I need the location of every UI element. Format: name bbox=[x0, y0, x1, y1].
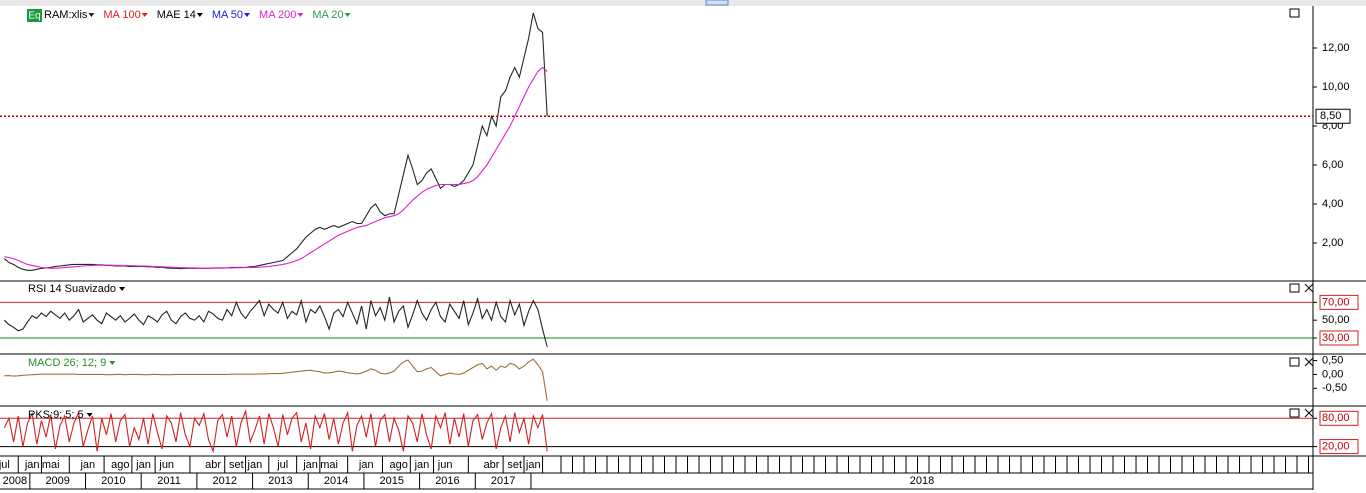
dropdown-arrow bbox=[244, 13, 251, 17]
x-tick-label: abr bbox=[205, 459, 221, 471]
badge-text: Eq bbox=[28, 11, 40, 22]
close-button[interactable] bbox=[1304, 408, 1314, 418]
x-tick-label: jan bbox=[525, 459, 541, 471]
dropdown-arrow bbox=[297, 13, 304, 17]
legend-label: MA 200 bbox=[259, 9, 296, 21]
tick-label-box bbox=[1319, 439, 1359, 455]
y-tick-label: 6,00 bbox=[1322, 159, 1343, 171]
x-tick-label: jan bbox=[24, 459, 40, 471]
x-tick-label: jul bbox=[0, 459, 10, 471]
legend-label: MA 50 bbox=[212, 9, 243, 21]
x-tick-label: ago bbox=[111, 459, 129, 471]
tick-label-box bbox=[1319, 294, 1359, 310]
y-tick-label: 70,00 bbox=[1322, 296, 1350, 308]
badge-icon[interactable] bbox=[27, 9, 42, 22]
x-tick-label: jan bbox=[247, 459, 263, 471]
x-tick-label: jan bbox=[302, 459, 318, 471]
x-tick-label: ago bbox=[390, 459, 408, 471]
x-tick-label: jun bbox=[158, 459, 174, 471]
legend-label: MA 100 bbox=[103, 9, 140, 21]
panel-title: PKS;9; 5; 5 bbox=[28, 409, 84, 421]
x-tick-label: set bbox=[229, 459, 244, 471]
year-label: 2013 bbox=[268, 475, 292, 487]
tick-label-box bbox=[1319, 410, 1359, 426]
tick-label-box bbox=[1319, 330, 1359, 346]
year-label: 2015 bbox=[380, 475, 404, 487]
dropdown-arrow bbox=[344, 13, 351, 17]
top-toolbar bbox=[0, 0, 1366, 6]
y-tick-label: -0,50 bbox=[1322, 382, 1347, 394]
legend-label: MA 20 bbox=[312, 9, 343, 21]
dropdown-arrow bbox=[109, 361, 116, 365]
legend-label: MAE 14 bbox=[157, 9, 196, 21]
maximize-button[interactable] bbox=[1289, 357, 1300, 367]
maximize-button[interactable] bbox=[1289, 408, 1300, 418]
series-line bbox=[3, 12, 548, 271]
series-line bbox=[3, 409, 548, 454]
x-tick-label: mai bbox=[42, 459, 60, 471]
legend-label: RAM:xlis bbox=[44, 9, 88, 21]
x-tick-label: jan bbox=[135, 459, 151, 471]
toolbar-button[interactable] bbox=[705, 0, 729, 6]
year-label: 2014 bbox=[324, 475, 348, 487]
panel-title: MACD 26; 12; 9 bbox=[28, 357, 106, 369]
y-tick-label: 12,00 bbox=[1322, 42, 1350, 54]
y-tick-label: 2,00 bbox=[1322, 237, 1343, 249]
maximize-button[interactable] bbox=[1289, 8, 1300, 18]
y-tick-label: 10,00 bbox=[1322, 81, 1350, 93]
y-tick-label: 30,00 bbox=[1322, 332, 1350, 344]
year-label: 2008 bbox=[3, 475, 27, 487]
year-label: 2017 bbox=[491, 475, 515, 487]
y-tick-label: 50,00 bbox=[1322, 314, 1350, 326]
dropdown-arrow bbox=[88, 13, 95, 17]
year-label: 2010 bbox=[101, 475, 125, 487]
x-tick-label: jan bbox=[358, 459, 374, 471]
x-tick-label: abr bbox=[484, 459, 500, 471]
year-label: 2018 bbox=[910, 475, 934, 487]
x-tick-label: mai bbox=[320, 459, 338, 471]
year-label: 2016 bbox=[435, 475, 459, 487]
y-tick-label: 0,00 bbox=[1322, 368, 1343, 380]
x-tick-label: jun bbox=[437, 459, 453, 471]
y-tick-label: 4,00 bbox=[1322, 198, 1343, 210]
x-tick-label: jul bbox=[276, 459, 288, 471]
series-line bbox=[4, 66, 548, 269]
y-tick-label: 80,00 bbox=[1322, 412, 1350, 424]
close-button[interactable] bbox=[1304, 283, 1314, 293]
y-tick-label: 20,00 bbox=[1322, 440, 1350, 452]
year-label: 2012 bbox=[212, 475, 236, 487]
year-label: 2011 bbox=[157, 475, 181, 487]
last-price-box bbox=[1315, 108, 1351, 124]
dropdown-arrow bbox=[119, 287, 126, 291]
y-tick-label: 0,50 bbox=[1322, 354, 1343, 366]
dropdown-arrow bbox=[86, 413, 93, 417]
dropdown-arrow bbox=[196, 13, 203, 17]
x-tick-label: set bbox=[507, 459, 522, 471]
maximize-button[interactable] bbox=[1289, 283, 1300, 293]
last-price-label: 8,50 bbox=[1320, 110, 1341, 122]
x-tick-label: jan bbox=[414, 459, 430, 471]
series-line bbox=[3, 296, 548, 348]
close-button[interactable] bbox=[1304, 357, 1314, 367]
dropdown-arrow bbox=[141, 13, 148, 17]
series-line bbox=[4, 358, 548, 401]
year-label: 2009 bbox=[45, 475, 69, 487]
panel-title: RSI 14 Suavizado bbox=[28, 283, 116, 295]
x-tick-label: jan bbox=[79, 459, 95, 471]
